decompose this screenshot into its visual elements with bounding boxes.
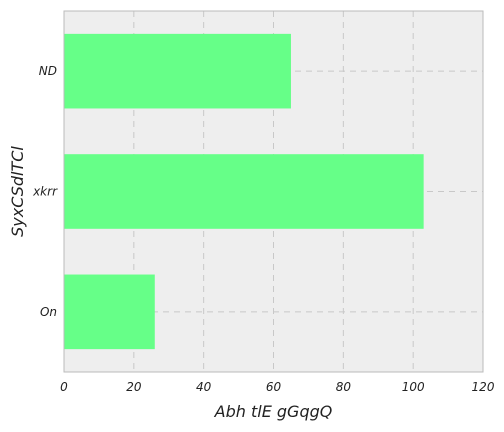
x-tick-label: 40 [196, 380, 212, 394]
bar-xkrr [64, 154, 424, 229]
y-axis-label: SyxCSdlTCl [8, 146, 27, 237]
bar-series [64, 33, 424, 350]
y-tick-label: ND [39, 64, 57, 78]
bar-ND [64, 33, 291, 109]
x-axis-label: Abh tlE gGqgQ [214, 402, 333, 421]
x-axis-ticks: 0 20 40 60 80 100 120 [60, 380, 495, 394]
bar-On [64, 274, 155, 350]
x-tick-label: 0 [60, 380, 68, 394]
x-tick-label: 120 [472, 380, 495, 394]
y-axis-ticks: On xkrr ND [32, 64, 58, 319]
plot-frame [63, 10, 484, 373]
x-tick-label: 100 [402, 380, 425, 394]
x-tick-label: 20 [126, 380, 142, 394]
x-tick-label: 80 [336, 380, 352, 394]
x-tick-label: 60 [266, 380, 282, 394]
y-tick-label: xkrr [32, 185, 58, 199]
y-tick-label: On [40, 305, 57, 319]
